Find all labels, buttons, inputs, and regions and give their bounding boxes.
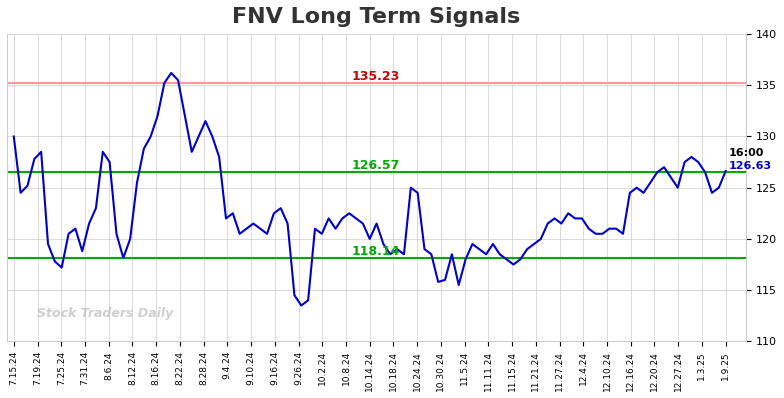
Text: 135.23: 135.23 <box>351 70 400 83</box>
Title: FNV Long Term Signals: FNV Long Term Signals <box>232 7 521 27</box>
Text: 126.57: 126.57 <box>351 158 400 172</box>
Text: 16:00: 16:00 <box>729 148 764 158</box>
Text: 118.14: 118.14 <box>351 245 400 258</box>
Text: 126.63: 126.63 <box>729 161 772 171</box>
Text: Stock Traders Daily: Stock Traders Daily <box>37 307 172 320</box>
